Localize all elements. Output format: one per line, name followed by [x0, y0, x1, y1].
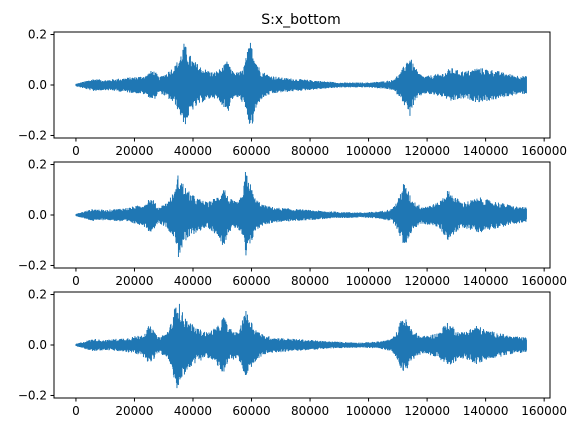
x-tick-label: 60000 [232, 144, 270, 158]
y-tick-label: 0.2 [28, 28, 47, 42]
x-tick-label: 0 [72, 144, 80, 158]
y-tick-label: 0.0 [28, 208, 47, 222]
x-tick-label: 40000 [174, 274, 212, 288]
x-tick-label: 0 [72, 404, 80, 418]
x-tick-label: 160000 [521, 274, 567, 288]
y-tick-label: −0.2 [18, 259, 47, 273]
x-tick-label: 60000 [232, 404, 270, 418]
x-tick-label: 60000 [232, 274, 270, 288]
x-tick-label: 140000 [463, 144, 509, 158]
y-tick-label: 0.0 [28, 78, 47, 92]
x-tick-label: 20000 [115, 274, 153, 288]
y-tick-label: 0.0 [28, 338, 47, 352]
x-tick-label: 80000 [291, 274, 329, 288]
y-tick-label: 0.2 [28, 288, 47, 302]
x-tick-label: 120000 [404, 144, 450, 158]
x-tick-label: 80000 [291, 144, 329, 158]
x-tick-label: 20000 [115, 404, 153, 418]
x-tick-label: 0 [72, 274, 80, 288]
x-tick-label: 160000 [521, 404, 567, 418]
x-tick-label: 160000 [521, 144, 567, 158]
figure-title: S:x_bottom [261, 12, 341, 28]
x-tick-label: 40000 [174, 404, 212, 418]
y-tick-label: 0.2 [28, 158, 47, 172]
x-tick-label: 40000 [174, 144, 212, 158]
signal-line-2 [75, 172, 527, 257]
signal-line-1 [75, 42, 527, 125]
y-tick-label: −0.2 [18, 389, 47, 403]
x-tick-label: 80000 [291, 404, 329, 418]
subplot-1: 0 20000 40000 60000 80000 100000 120000 140000 1… [18, 28, 567, 158]
subplot-2: 0 20000 40000 60000 80000 100000 120000 140000 1… [18, 158, 567, 288]
x-tick-label: 120000 [404, 274, 450, 288]
x-tick-label: 100000 [346, 274, 392, 288]
subplot-3: 0 20000 40000 60000 80000 100000 120000 140000 1… [18, 288, 567, 418]
x-tick-label: 140000 [463, 404, 509, 418]
x-tick-label: 20000 [115, 144, 153, 158]
x-tick-label: 120000 [404, 404, 450, 418]
x-tick-label: 140000 [463, 274, 509, 288]
y-tick-label: −0.2 [18, 129, 47, 143]
signal-line-3 [75, 303, 527, 389]
subplots: 0 20000 40000 60000 80000 100000 120000 140000 1… [18, 28, 567, 418]
x-tick-label: 100000 [346, 404, 392, 418]
x-tick-label: 100000 [346, 144, 392, 158]
